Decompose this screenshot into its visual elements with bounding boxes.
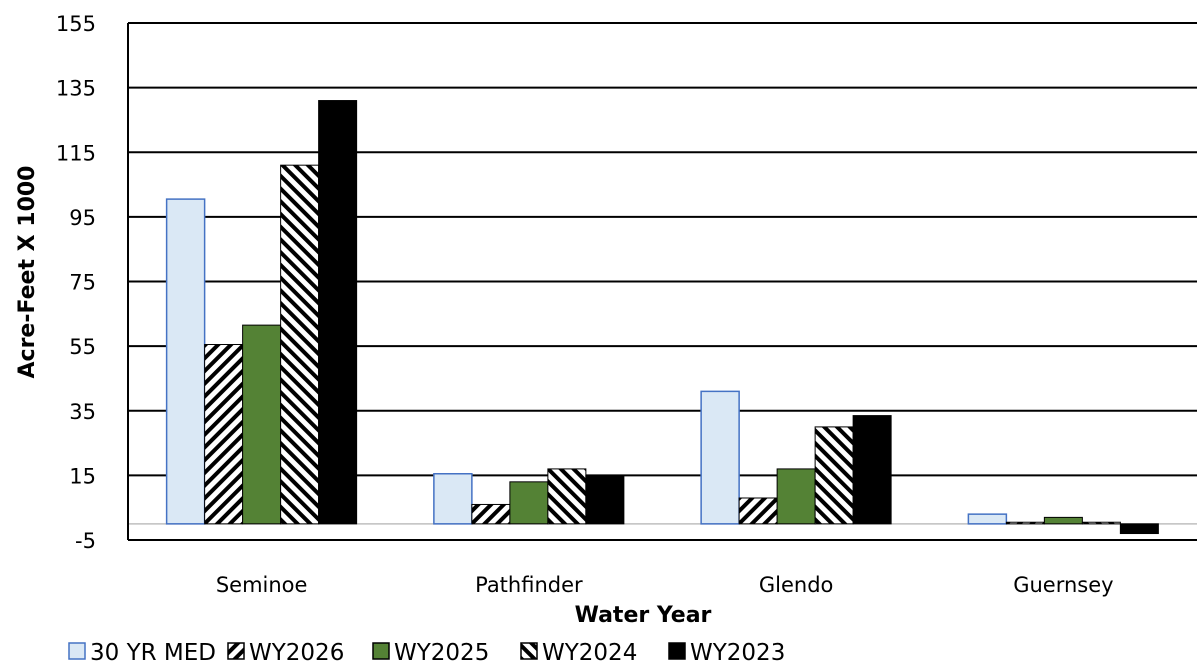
bar xyxy=(967,513,1008,525)
legend-label: WY2023 xyxy=(690,640,785,666)
x-tick-label: Seminoe xyxy=(216,573,308,597)
legend-swatch xyxy=(520,642,538,660)
plot-frame xyxy=(127,23,1197,541)
bar xyxy=(1005,521,1045,525)
bar xyxy=(471,503,511,525)
bar xyxy=(318,100,358,525)
bar xyxy=(433,473,473,525)
bar xyxy=(1043,516,1083,525)
bar xyxy=(1119,523,1159,535)
x-tick-labels: Seminoe Pathfinder Glendo Guernsey xyxy=(216,573,1114,597)
legend-swatch xyxy=(227,642,245,660)
legend-label: 30 YR MED xyxy=(90,640,216,666)
bar xyxy=(814,426,854,525)
y-tick-label: 75 xyxy=(69,271,96,295)
bar xyxy=(509,481,549,525)
y-tick-label: 155 xyxy=(56,12,96,36)
y-tick-label: 95 xyxy=(69,206,96,230)
legend-label: WY2026 xyxy=(249,640,344,666)
y-tick-label: 35 xyxy=(69,400,96,424)
legend-label: WY2025 xyxy=(394,640,489,666)
bar xyxy=(700,390,740,525)
bar xyxy=(204,344,244,525)
legend-swatch xyxy=(668,642,686,660)
y-tick-label: 115 xyxy=(56,141,96,165)
bar xyxy=(280,164,320,525)
y-tick-labels: 155 135 115 95 75 55 35 15 -5 xyxy=(56,12,96,553)
legend-swatch xyxy=(68,642,86,660)
bar xyxy=(1081,521,1121,525)
bar xyxy=(242,324,282,525)
x-tick-label: Pathfinder xyxy=(475,573,583,597)
bar xyxy=(165,198,206,525)
legend-swatch xyxy=(372,642,390,660)
x-tick-label: Guernsey xyxy=(1013,573,1113,597)
y-tick-label: -5 xyxy=(75,529,96,553)
x-tick-label: Glendo xyxy=(759,573,834,597)
y-tick-label: 135 xyxy=(56,77,96,101)
bar xyxy=(738,497,778,525)
bar xyxy=(547,468,587,525)
y-axis-title: Acre-Feet X 1000 xyxy=(15,166,40,379)
y-tick-label: 15 xyxy=(69,464,96,488)
x-axis-title: Water Year xyxy=(575,603,712,628)
y-tick-label: 55 xyxy=(69,335,96,359)
bar xyxy=(852,415,892,525)
legend: 30 YR MED WY2026 WY2025 WY2024 WY2023 xyxy=(68,640,785,666)
bars xyxy=(165,100,1159,535)
bar xyxy=(776,468,816,525)
legend-label: WY2024 xyxy=(542,640,637,666)
bar xyxy=(585,474,625,525)
